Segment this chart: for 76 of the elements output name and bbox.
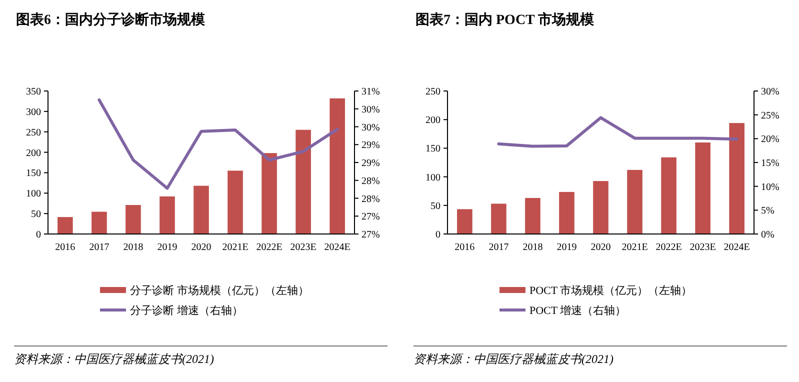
y2-tick-label: 30% <box>362 122 380 134</box>
x-tick-label: 2020 <box>191 242 212 253</box>
y2-tick-label: 29% <box>362 140 380 152</box>
y-tick-label: 100 <box>26 188 41 200</box>
bar <box>58 217 73 234</box>
bar <box>627 170 642 234</box>
y2-tick-label: 5% <box>761 206 774 217</box>
x-tick-label: 2024E <box>324 242 350 253</box>
y2-tick-label: 27% <box>362 212 380 223</box>
x-tick-label: 2018 <box>522 242 543 253</box>
bar <box>194 186 209 234</box>
x-tick-label: 2017 <box>89 242 110 253</box>
y2-tick-label: 28% <box>362 176 380 187</box>
y-tick-label: 50 <box>430 200 440 212</box>
x-tick-label: 2022E <box>256 242 282 253</box>
y-tick-label: 50 <box>31 209 41 220</box>
x-tick-label: 2017 <box>488 242 509 253</box>
chart-title: 图表6：国内分子诊断市场规模 <box>16 11 206 28</box>
y2-tick-label: 29% <box>362 158 380 169</box>
x-tick-label: 2022E <box>656 242 682 253</box>
x-tick-label: 2018 <box>123 242 144 253</box>
y2-tick-label: 20% <box>761 134 780 146</box>
x-tick-label: 2024E <box>724 242 750 253</box>
y2-tick-label: 27% <box>362 230 380 240</box>
legend-label: POCT 市场规模（亿元）（左轴） <box>530 284 692 297</box>
text: 资料来源：中国医疗器械蓝皮书(2021) <box>414 352 614 366</box>
y2-tick-label: 15% <box>761 158 780 169</box>
bar <box>559 192 574 234</box>
bar <box>695 142 710 234</box>
bar <box>262 153 277 234</box>
y-tick-label: 300 <box>26 106 41 118</box>
y-tick-label: 200 <box>26 148 41 159</box>
bar <box>525 198 540 234</box>
legend-label: 分子诊断 市场规模（亿元）（左轴） <box>130 284 309 297</box>
bar <box>457 209 472 234</box>
line-series <box>497 116 738 148</box>
bar <box>330 98 345 234</box>
x-tick-label: 2016 <box>454 242 475 253</box>
bar <box>729 123 744 234</box>
y-tick-label: 0 <box>36 230 41 240</box>
y-tick-label: 150 <box>26 168 41 180</box>
bar <box>228 170 243 234</box>
x-tick-label: 2019 <box>157 242 178 253</box>
y2-tick-label: 30% <box>362 104 380 116</box>
chart-title: 图表7：国内 POCT 市场规模 <box>416 11 596 28</box>
bar <box>661 157 676 234</box>
text: 资料来源：中国医疗器械蓝皮书(2021) <box>14 352 214 366</box>
x-tick-label: 2023E <box>690 242 716 253</box>
y2-tick-label: 25% <box>761 110 780 122</box>
y-tick-label: 350 <box>26 86 41 98</box>
y2-tick-label: 0% <box>761 230 774 240</box>
bar <box>593 181 608 234</box>
bar <box>160 196 175 234</box>
bar <box>491 204 506 234</box>
legend-label: POCT 增速（右轴） <box>530 304 626 317</box>
legend-label: 分子诊断 增速（右轴） <box>130 304 243 317</box>
y2-tick-label: 31% <box>362 86 380 98</box>
x-tick-label: 2020 <box>590 242 611 253</box>
line-series <box>98 98 339 190</box>
x-tick-label: 2016 <box>55 242 76 253</box>
y2-tick-label: 30% <box>761 86 780 98</box>
y-tick-label: 100 <box>426 172 440 184</box>
x-tick-label: 2021E <box>222 242 248 253</box>
y-tick-label: 250 <box>426 86 440 98</box>
x-tick-label: 2019 <box>556 242 577 253</box>
y-tick-label: 250 <box>26 127 41 138</box>
y-tick-label: 150 <box>426 144 440 155</box>
y2-tick-label: 10% <box>761 182 780 193</box>
x-tick-label: 2021E <box>622 242 648 253</box>
y-tick-label: 0 <box>436 230 440 240</box>
bar <box>296 130 311 234</box>
y-tick-label: 200 <box>426 115 440 126</box>
y2-tick-label: 28% <box>362 194 380 205</box>
bar <box>92 212 107 234</box>
x-tick-label: 2023E <box>290 242 316 253</box>
bar <box>126 204 141 234</box>
